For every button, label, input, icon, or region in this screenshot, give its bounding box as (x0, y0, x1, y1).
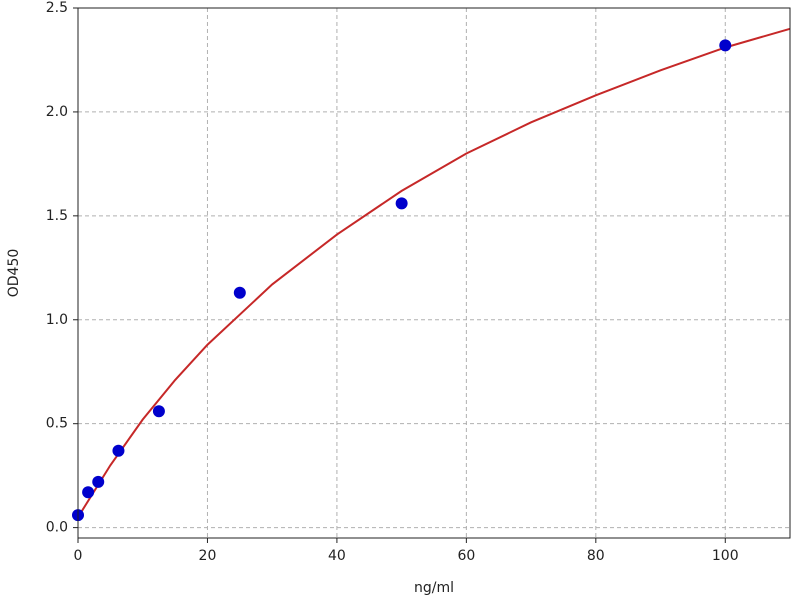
x-axis-label: ng/ml (414, 580, 454, 596)
data-point (82, 486, 95, 499)
data-point (152, 405, 165, 418)
x-tick-label: 20 (199, 548, 217, 564)
fit-curve (77, 27, 791, 518)
plot-frame (77, 7, 791, 539)
x-tick-label: 100 (712, 548, 739, 564)
y-tick-label: 1.5 (46, 208, 68, 224)
data-point (233, 286, 246, 299)
x-tick-label: 80 (587, 548, 605, 564)
data-point (112, 444, 125, 457)
y-tick-label: 2.5 (46, 0, 68, 16)
x-tick-label: 60 (457, 548, 475, 564)
y-tick-label: 0.5 (46, 416, 68, 432)
y-tick-label: 2.0 (46, 104, 68, 120)
y-tick-label: 0.0 (46, 520, 68, 536)
data-point (92, 475, 105, 488)
x-tick-label: 0 (74, 548, 83, 564)
y-axis-label: OD450 (6, 249, 22, 298)
x-tick-label: 40 (328, 548, 346, 564)
data-point (719, 39, 732, 52)
y-tick-label: 1.0 (46, 312, 68, 328)
data-point (395, 197, 408, 210)
